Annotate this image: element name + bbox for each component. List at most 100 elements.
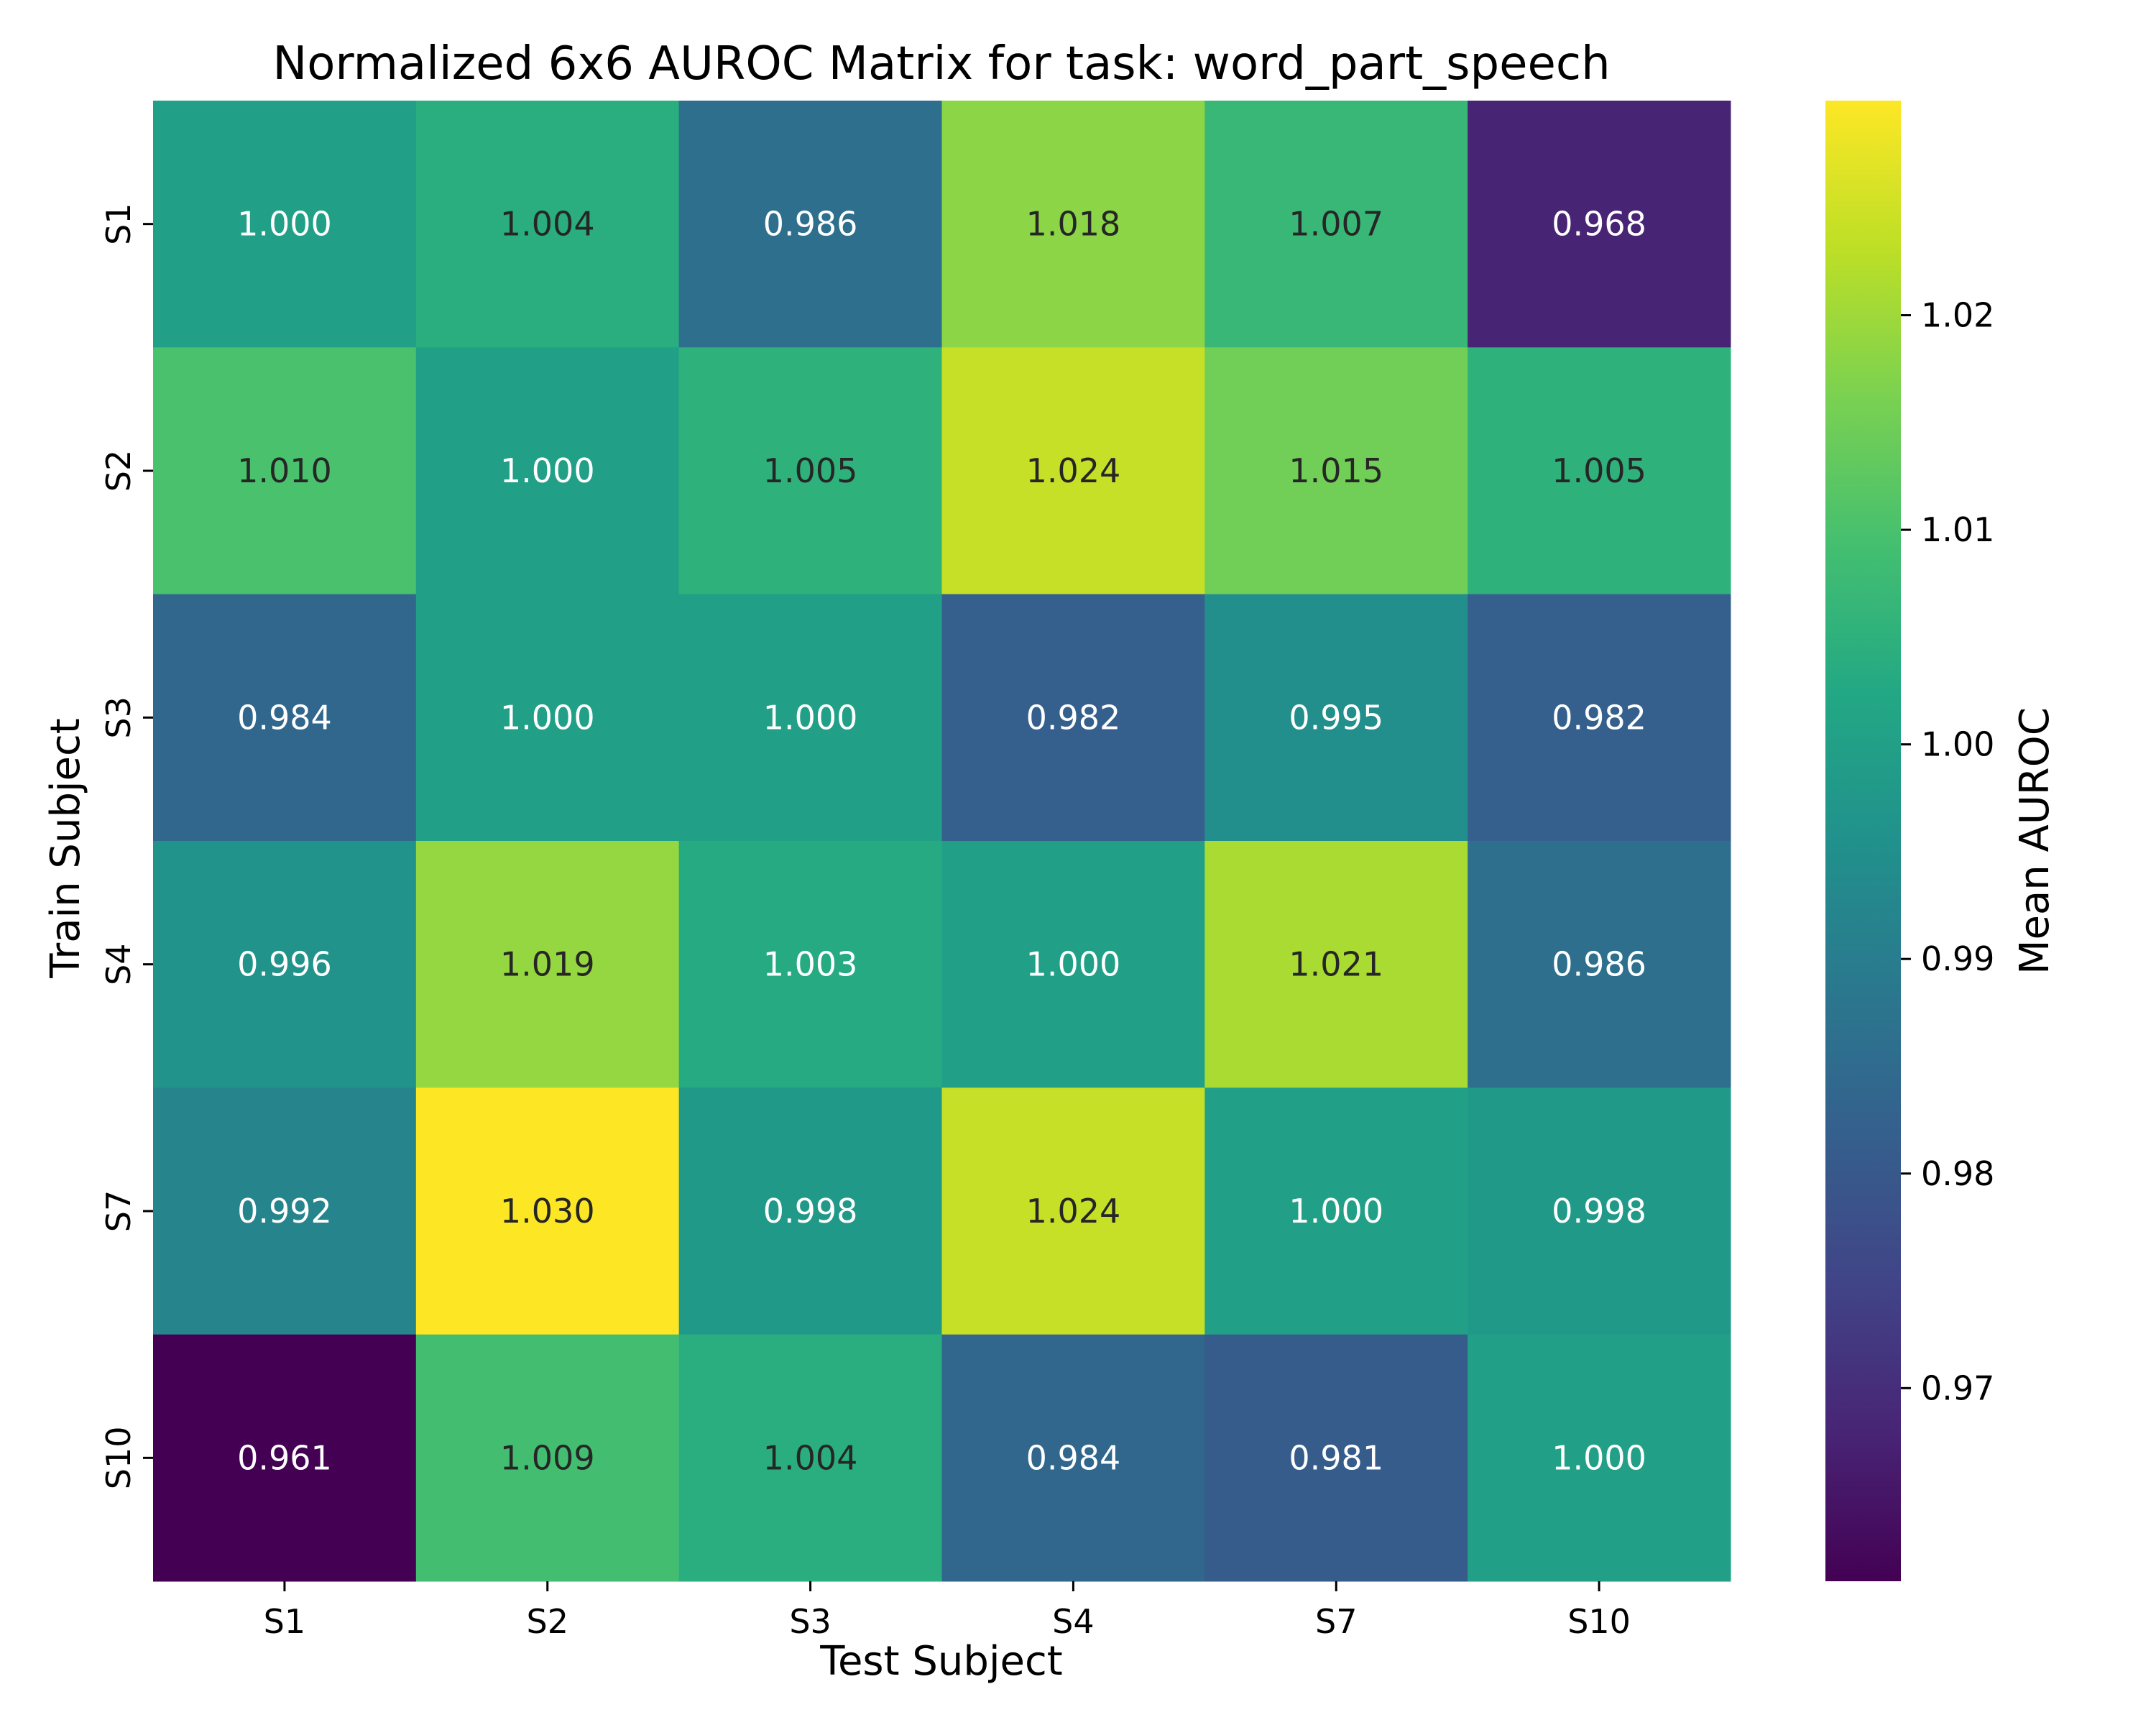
cell-value-label: 1.000 xyxy=(763,698,858,737)
y-axis-ticks: S1 S2 S3 S4 S7 S10 xyxy=(99,203,153,1489)
heatmap-cell xyxy=(941,101,1205,348)
cell-value-label: 1.000 xyxy=(1026,945,1121,984)
x-axis-ticks: S1 S2 S3 S4 S7 S10 xyxy=(264,1581,1631,1641)
heatmap-cell xyxy=(941,594,1205,842)
heatmap-cell xyxy=(678,347,942,595)
cell-value-label: 1.000 xyxy=(1289,1192,1383,1230)
colorbar-tick-label: 0.97 xyxy=(1921,1368,1994,1407)
cell-value-label: 0.998 xyxy=(763,1192,858,1230)
cell-value-label: 1.019 xyxy=(500,945,595,984)
cell-value-label: 1.000 xyxy=(237,205,332,244)
heatmap-cell xyxy=(415,1087,680,1335)
y-tick-label: S4 xyxy=(99,943,138,985)
x-tick-label: S7 xyxy=(1315,1602,1357,1641)
colorbar-ticks: 0.97 0.98 0.99 1.00 1.01 1.02 xyxy=(1901,296,1994,1407)
cell-value-label: 1.000 xyxy=(500,698,595,737)
cell-value-label: 0.984 xyxy=(1026,1438,1121,1477)
y-tick-label: S1 xyxy=(99,203,138,244)
heatmap-cell xyxy=(415,1334,680,1582)
heatmap-cell xyxy=(1468,347,1731,595)
heatmap-cell xyxy=(415,594,680,842)
cell-value-label: 1.003 xyxy=(763,945,858,984)
colorbar-tick-label: 0.98 xyxy=(1921,1154,1994,1193)
colorbar-label: Mean AUROC xyxy=(2012,707,2058,975)
cell-value-label: 0.986 xyxy=(1552,945,1646,984)
heatmap-cell xyxy=(941,1334,1205,1582)
cell-value-label: 0.961 xyxy=(237,1438,332,1477)
cell-value-label: 1.021 xyxy=(1289,945,1383,984)
cell-value-label: 1.004 xyxy=(763,1438,858,1477)
heatmap-cell xyxy=(1204,1087,1468,1335)
cell-value-label: 1.004 xyxy=(500,205,595,244)
colorbar-tick-label: 0.99 xyxy=(1921,939,1994,978)
heatmap-cell xyxy=(153,841,417,1088)
heatmap-cell xyxy=(678,1087,942,1335)
heatmap-cell xyxy=(678,594,942,842)
heatmap-cell xyxy=(1468,1334,1731,1582)
cell-value-label: 0.995 xyxy=(1289,698,1383,737)
heatmap-cell xyxy=(153,101,417,348)
heatmap-cell xyxy=(153,1334,417,1582)
heatmap-cell xyxy=(1204,347,1468,595)
cell-value-label: 0.992 xyxy=(237,1192,332,1230)
cell-value-label: 1.030 xyxy=(500,1192,595,1230)
heatmap-cell xyxy=(1468,101,1731,348)
cell-value-label: 1.005 xyxy=(763,451,858,490)
heatmap-cell xyxy=(941,347,1205,595)
x-tick-label: S2 xyxy=(527,1602,568,1641)
heatmap-cell xyxy=(153,347,417,595)
heatmap-cell xyxy=(678,101,942,348)
heatmap-cell xyxy=(415,347,680,595)
y-tick-label: S2 xyxy=(99,450,138,492)
heatmap-cell xyxy=(1468,841,1731,1088)
colorbar xyxy=(1825,101,1901,1581)
heatmap-cell xyxy=(153,594,417,842)
cell-value-label: 1.009 xyxy=(500,1438,595,1477)
heatmap-cell xyxy=(678,1334,942,1582)
cell-value-label: 1.015 xyxy=(1289,451,1383,490)
heatmap-cell xyxy=(678,841,942,1088)
heatmap-cells: 1.000 1.004 0.986 1.018 1.007 0.968 1.010 1.000… xyxy=(153,101,1731,1582)
heatmap-cell xyxy=(1468,594,1731,842)
cell-value-label: 1.018 xyxy=(1026,205,1121,244)
colorbar-tick-label: 1.02 xyxy=(1921,296,1994,335)
cell-value-label: 1.010 xyxy=(237,451,332,490)
cell-value-label: 1.024 xyxy=(1026,1192,1121,1230)
heatmap-cell xyxy=(153,1087,417,1335)
x-tick-label: S1 xyxy=(264,1602,305,1641)
x-tick-label: S3 xyxy=(789,1602,831,1641)
x-axis-label: Test Subject xyxy=(819,1638,1062,1685)
y-tick-label: S7 xyxy=(99,1190,138,1232)
heatmap-cell xyxy=(415,841,680,1088)
x-tick-label: S4 xyxy=(1052,1602,1094,1641)
cell-value-label: 0.996 xyxy=(237,945,332,984)
y-tick-label: S10 xyxy=(99,1426,138,1489)
x-tick-label: S10 xyxy=(1567,1602,1631,1641)
heatmap-cell xyxy=(941,841,1205,1088)
heatmap-cell xyxy=(1204,841,1468,1088)
cell-value-label: 1.005 xyxy=(1552,451,1646,490)
heatmap-cell xyxy=(941,1087,1205,1335)
cell-value-label: 0.982 xyxy=(1026,698,1121,737)
cell-value-label: 0.968 xyxy=(1552,205,1646,244)
cell-value-label: 0.984 xyxy=(237,698,332,737)
y-tick-label: S3 xyxy=(99,696,138,738)
cell-value-label: 0.982 xyxy=(1552,698,1646,737)
colorbar-tick-label: 1.01 xyxy=(1921,510,1994,549)
cell-value-label: 1.007 xyxy=(1289,205,1383,244)
colorbar-tick-label: 1.00 xyxy=(1921,725,1994,764)
heatmap-cell xyxy=(415,101,680,348)
cell-value-label: 0.998 xyxy=(1552,1192,1646,1230)
cell-value-label: 0.986 xyxy=(763,205,858,244)
heatmap-cell xyxy=(1204,594,1468,842)
cell-value-label: 0.981 xyxy=(1289,1438,1383,1477)
heatmap-cell xyxy=(1204,1334,1468,1582)
heatmap-cell xyxy=(1204,101,1468,348)
heatmap-cell xyxy=(1468,1087,1731,1335)
y-axis-label: Train Subject xyxy=(42,718,89,979)
chart-title: Normalized 6x6 AUROC Matrix for task: wo… xyxy=(272,37,1610,91)
cell-value-label: 1.024 xyxy=(1026,451,1121,490)
cell-value-label: 1.000 xyxy=(500,451,595,490)
cell-value-label: 1.000 xyxy=(1552,1438,1646,1477)
